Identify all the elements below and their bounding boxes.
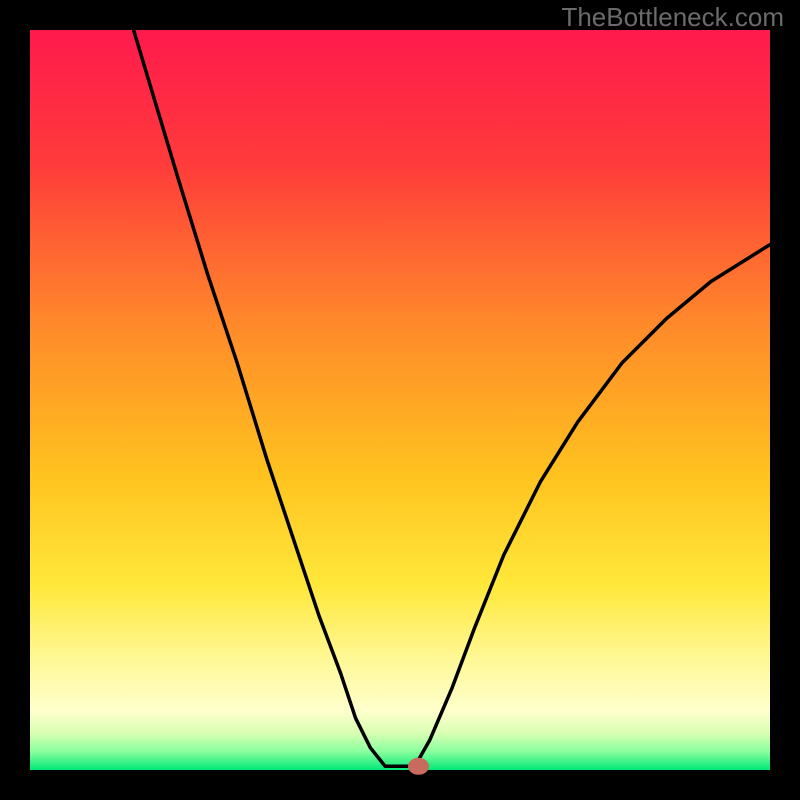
- plot-background: [30, 30, 770, 770]
- chart-frame: TheBottleneck.com: [0, 0, 800, 800]
- chart-svg: [0, 0, 800, 800]
- optimum-marker: [409, 758, 429, 774]
- watermark-text: TheBottleneck.com: [561, 2, 784, 33]
